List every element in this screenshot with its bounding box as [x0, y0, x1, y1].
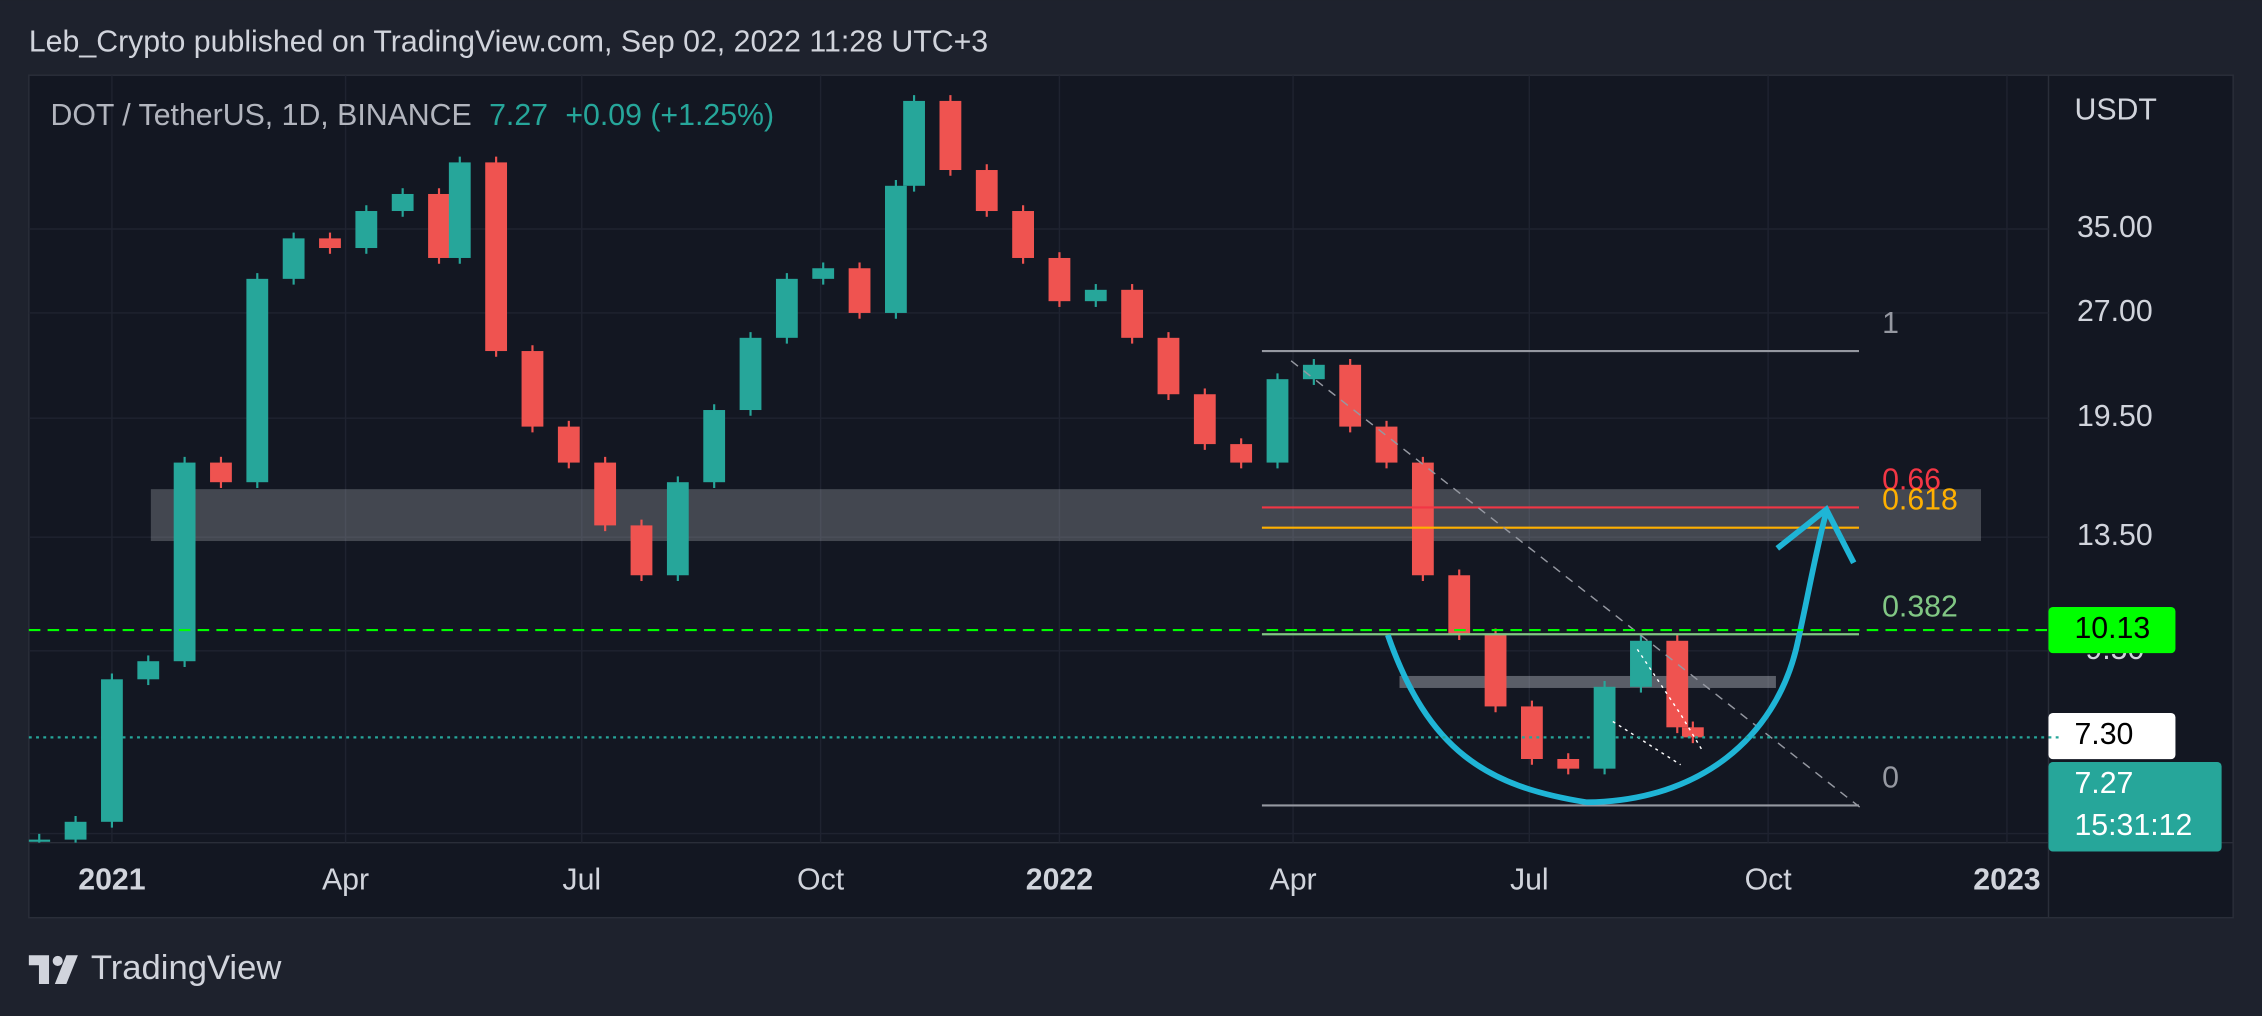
currency: USDT: [2074, 93, 2156, 126]
x-tick-label: 2023: [1973, 864, 2040, 897]
cup-curve: [1385, 511, 1830, 806]
fib-level-label: 0.618: [1882, 484, 1958, 517]
candle-body: [64, 821, 87, 840]
trend-line: [1290, 360, 1862, 809]
candle-body: [848, 268, 871, 313]
candle-body: [1593, 686, 1616, 769]
symbol-line: DOT / TetherUS, 1D, BINANCE 7.27 +0.09 (+1…: [50, 99, 774, 132]
x-tick-label: Apr: [322, 864, 369, 897]
candle-body: [1484, 634, 1507, 707]
candle-body: [1339, 364, 1362, 427]
x-tick-label: Oct: [1745, 864, 1793, 897]
candle-body: [903, 100, 925, 186]
candle-body: [1266, 379, 1289, 463]
candle-body: [282, 238, 305, 279]
candle-body: [703, 410, 726, 483]
dotted-lines: [1612, 648, 1703, 766]
candle-body: [1448, 575, 1471, 635]
chart-pane: [28, 74, 2234, 919]
candle-body: [1630, 640, 1652, 687]
y-tick-label: 13.50: [2077, 519, 2153, 552]
candle-body: [246, 278, 269, 483]
candle-body: [137, 661, 160, 680]
drawings: [1290, 360, 1862, 809]
candle-body: [630, 525, 653, 576]
candle-body: [428, 193, 450, 258]
candle-body: [1411, 462, 1434, 576]
x-tick-label: Jul: [1510, 864, 1549, 897]
candle-body: [1666, 640, 1689, 728]
candle-body: [1084, 289, 1107, 302]
x-tick-label: 2021: [78, 864, 145, 897]
price-label: 10.13: [2074, 612, 2150, 645]
candle-body: [1230, 444, 1253, 463]
footer-logo: [28, 955, 78, 985]
y-tick-label: 19.50: [2077, 400, 2153, 433]
fib-retracement: 1 0.660.618 0.382 0: [1261, 307, 1958, 807]
candle-body: [1681, 727, 1704, 738]
x-tick-label: 2022: [1026, 864, 1093, 897]
candle-body: [210, 462, 232, 483]
y-tick-label: 27.00: [2077, 295, 2153, 328]
candle-body: [485, 162, 508, 352]
axes: 35.0027.0019.5013.509.505.402021AprJulOc…: [28, 211, 2222, 897]
candle-body: [594, 462, 617, 526]
grid: [28, 75, 2049, 843]
fib-level-label: 0.382: [1882, 590, 1958, 623]
candle-body: [391, 193, 414, 212]
candle-body: [319, 238, 341, 249]
x-tick-label: Jul: [562, 864, 601, 897]
x-tick-label: Oct: [797, 864, 845, 897]
footer-brand: TradingView: [91, 949, 282, 987]
price-label-box: [2048, 606, 2176, 654]
candle-body: [975, 170, 998, 212]
candle-body: [1375, 426, 1398, 463]
last-price: 7.27: [489, 99, 548, 132]
candle-body: [939, 100, 962, 171]
candle-body: [557, 426, 580, 463]
logo-dot: [52, 955, 63, 967]
fib-level-label: 0.66: [1882, 463, 1941, 496]
candle-body: [1012, 211, 1035, 258]
candle-body: [739, 337, 762, 411]
candle-body: [1302, 364, 1325, 380]
logo: [28, 955, 78, 985]
candle-body: [884, 185, 907, 313]
price-label-box: [2048, 762, 2222, 852]
candle-body: [1048, 257, 1071, 302]
candle-body: [775, 278, 798, 338]
price-label: 7.27: [2074, 767, 2133, 800]
price-change: +0.09 (+1.25%): [565, 99, 774, 132]
zone: [150, 489, 1982, 542]
y-tick-label: 35.00: [2077, 211, 2153, 244]
fib-level-label: 0: [1882, 762, 1899, 795]
x-tick-label: Apr: [1270, 864, 1317, 897]
symbol: DOT / TetherUS, 1D, BINANCE: [50, 99, 471, 132]
publish-title: Leb_Crypto published on TradingView.com,…: [29, 25, 988, 58]
candle-body: [1157, 337, 1180, 395]
candle-body: [448, 162, 471, 258]
countdown: 15:31:12: [2074, 809, 2192, 842]
candle-body: [28, 839, 51, 842]
price-label: 7.30: [2074, 718, 2133, 751]
price-label-box: [2048, 712, 2176, 760]
candle-body: [101, 679, 123, 822]
candle-body: [1557, 758, 1580, 769]
zones: [150, 489, 1982, 688]
candle-body: [666, 482, 689, 576]
candle-body: [812, 268, 835, 279]
candle-body: [1121, 289, 1144, 338]
candle-body: [355, 211, 378, 249]
candle-body: [521, 351, 544, 427]
candle-body: [173, 462, 196, 662]
fib-level-label: 1: [1882, 307, 1899, 340]
zone: [1399, 675, 1776, 688]
candle-body: [1520, 706, 1543, 759]
candle-body: [1193, 394, 1216, 445]
arrow-head: [1775, 504, 1857, 565]
